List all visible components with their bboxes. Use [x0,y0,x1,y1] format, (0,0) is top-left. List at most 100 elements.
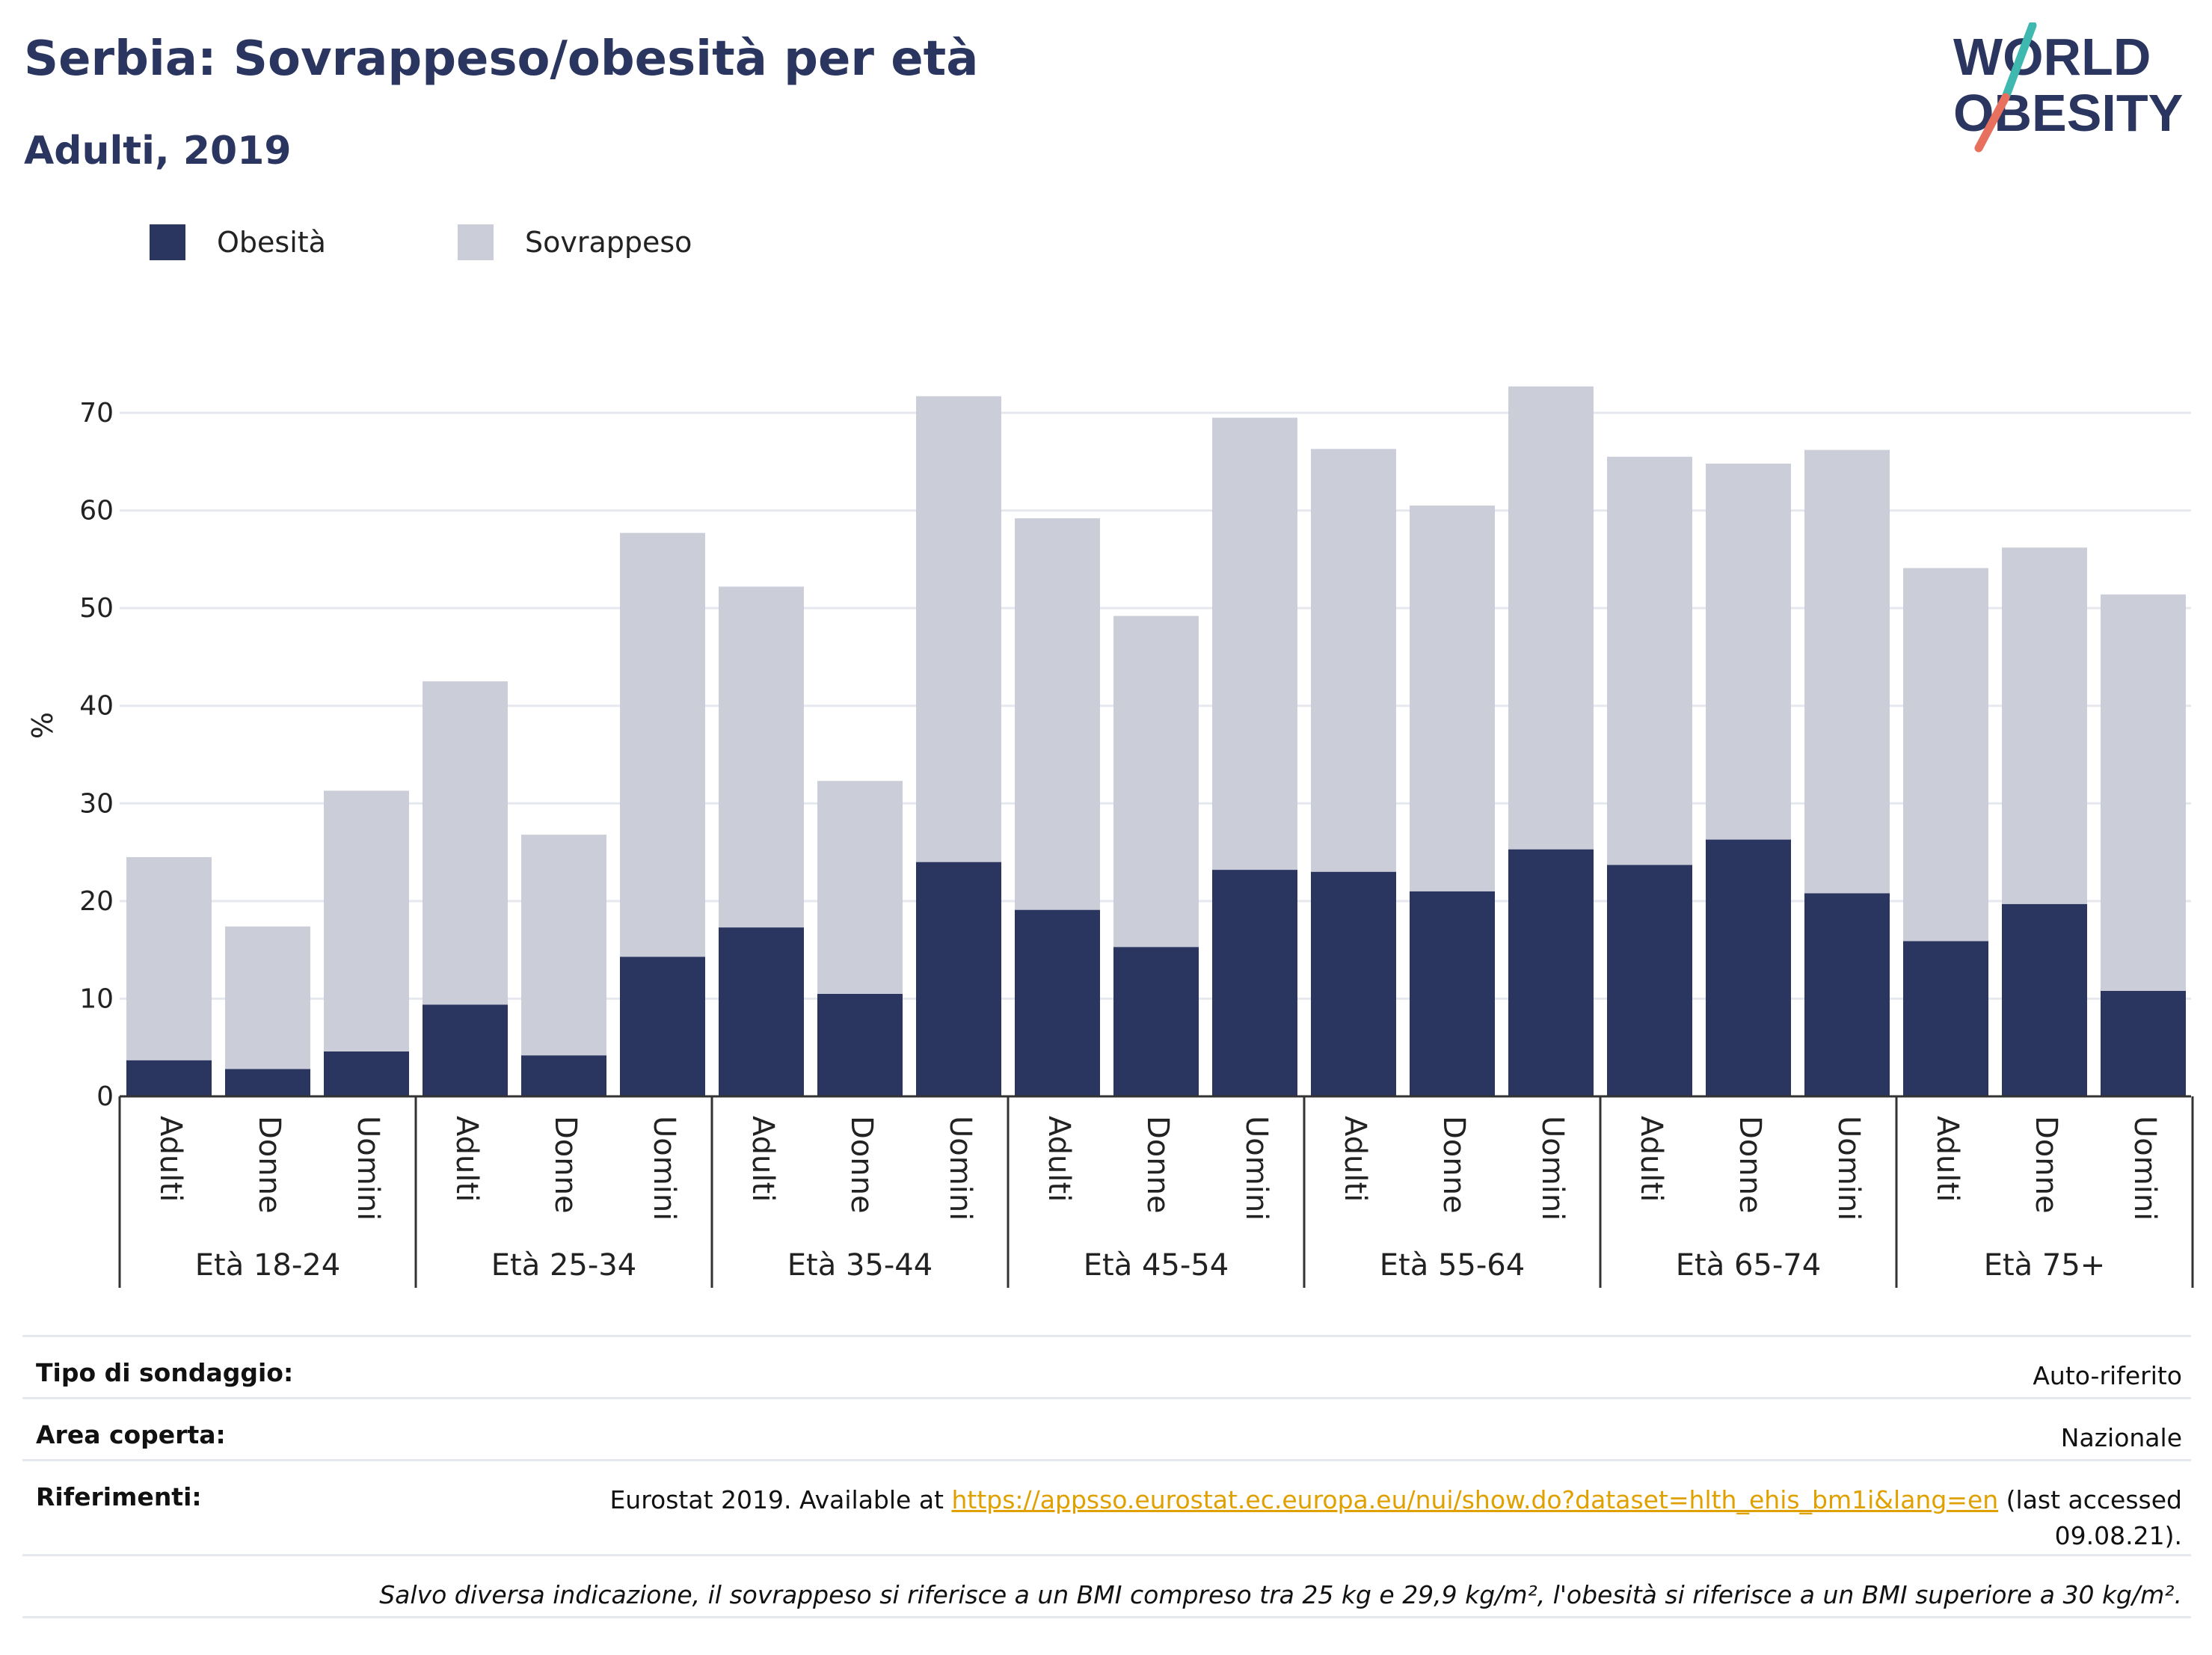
area-label: Area coperta: [36,1420,226,1449]
survey-type-value: Auto-riferito [2033,1361,2182,1390]
bar-obesity [817,993,903,1096]
x-tick-label: Uomini [2127,1116,2162,1220]
legend-label-overweight: Sovrappeso [525,226,692,259]
bar-overweight [916,396,1001,862]
bar-overweight [817,781,903,994]
bar-obesity [1015,909,1100,1096]
x-tick-label: Adulti [1634,1116,1668,1202]
x-tick-label: Adulti [449,1116,484,1202]
x-tick-label: Donne [2029,1116,2063,1214]
references-link[interactable]: https://appsso.eurostat.ec.europa.eu/nui… [951,1485,1999,1514]
x-tick-label: Uomini [647,1116,681,1220]
bar-overweight [719,586,804,928]
bar-overweight [1015,518,1100,910]
bar-obesity [1113,947,1199,1096]
footer-row-note: Salvo diversa indicazione, il sovrappeso… [22,1554,2191,1618]
logo-slash-teal [2001,22,2037,102]
bar-overweight [2101,594,2186,991]
legend-item-obesity: Obesità [150,224,326,260]
x-tick-label: Uomini [1831,1116,1866,1220]
x-tick-label: Uomini [943,1116,977,1220]
x-tick-label: Donne [1140,1116,1175,1214]
bar-chart: 0 10 20 30 40 50 60 70% Adulti Donne Uomini Adulti D… [26,386,2194,1288]
x-tick-label: Uomini [1535,1116,1570,1220]
bar-overweight [1607,456,1692,865]
y-tick-label: 30 [79,788,114,819]
y-tick-label: 0 [96,1081,114,1112]
survey-type-label: Tipo di sondaggio: [36,1358,294,1387]
x-tick-label: Adulti [153,1116,188,1202]
page-title: Serbia: Sovrappeso/obesità per età [24,31,979,87]
bar-obesity [1212,870,1297,1096]
bar-obesity [1607,865,1692,1096]
world-obesity-logo: WORLD OBESITY [1953,22,2183,153]
bar-overweight [1508,386,1594,850]
bar-overweight [1212,417,1297,871]
bar-overweight [324,790,409,1051]
bar-overweight [620,532,705,957]
bar-overweight [423,681,508,1005]
group-label: Età 35-44 [787,1248,933,1283]
references-text-line2: 09.08.21). [2054,1521,2182,1550]
group-label: Età 75+ [1984,1248,2106,1283]
x-tick-label: Donne [1437,1116,1471,1214]
bar-overweight [521,835,606,1056]
bar-overweight [1311,449,1396,872]
bar-obesity [1804,893,1890,1096]
group-label: Età 18-24 [195,1248,340,1283]
x-tick-label: Donne [252,1116,286,1214]
x-tick-label: Uomini [1239,1116,1274,1220]
logo-line1: WORLD [1953,28,2151,86]
legend-swatch-obesity [150,224,185,260]
footer-row-survey-type: Tipo di sondaggio: Auto-riferito [22,1335,2191,1397]
bar-obesity [916,862,1001,1096]
x-tick-label: Adulti [746,1116,780,1202]
bar-overweight [1706,463,1791,840]
bar-obesity [1903,941,1988,1096]
bar-overweight [126,857,212,1060]
y-tick-label: 50 [79,593,114,624]
x-tick-label: Donne [1733,1116,1767,1214]
bar-obesity [126,1060,212,1096]
legend-label-obesity: Obesità [217,226,326,259]
references-text-after: (last accessed [1998,1485,2182,1514]
references-value: Eurostat 2019. Available at https://apps… [609,1482,2182,1554]
bar-overweight [225,926,310,1069]
bar-obesity [521,1055,606,1096]
bar-obesity [1508,849,1594,1096]
bar-overweight [1903,568,1988,942]
references-label: Riferimenti: [36,1482,202,1511]
bar-obesity [225,1069,310,1096]
bar-obesity [1706,839,1791,1096]
bar-obesity [324,1051,409,1096]
definition-note: Salvo diversa indicazione, il sovrappeso… [379,1580,2182,1609]
y-tick-label: 10 [79,983,114,1014]
group-label: Età 45-54 [1084,1248,1229,1283]
y-tick-label: 40 [79,691,114,722]
legend-swatch-overweight [458,224,494,260]
references-text: Eurostat 2019. Available at [609,1485,952,1514]
group-label: Età 65-74 [1676,1248,1821,1283]
footer-row-references: Riferimenti: Eurostat 2019. Available at… [22,1459,2191,1554]
bar-overweight [1804,449,1890,894]
x-tick-label: Donne [548,1116,583,1214]
y-tick-label: 20 [79,886,114,917]
x-tick-label: Donne [844,1116,879,1214]
bar-overweight [1410,506,1495,891]
y-axis-label: % [26,712,59,739]
bar-obesity [2101,990,2186,1096]
bar-obesity [719,927,804,1096]
legend-item-overweight: Sovrappeso [458,224,692,260]
x-tick-label: Uomini [351,1116,385,1220]
x-tick-label: Adulti [1338,1116,1372,1202]
bar-overweight [1113,615,1199,948]
page-subtitle: Adulti, 2019 [24,129,292,174]
y-tick-label: 60 [79,496,114,526]
x-tick-label: Adulti [1042,1116,1076,1202]
x-tick-label: Adulti [1930,1116,1964,1202]
group-label: Età 55-64 [1380,1248,1525,1283]
footer-table: Tipo di sondaggio: Auto-riferito Area co… [22,1335,2191,1618]
group-label: Età 25-34 [491,1248,636,1283]
bar-obesity [2002,903,2087,1096]
area-value: Nazionale [2060,1423,2182,1452]
